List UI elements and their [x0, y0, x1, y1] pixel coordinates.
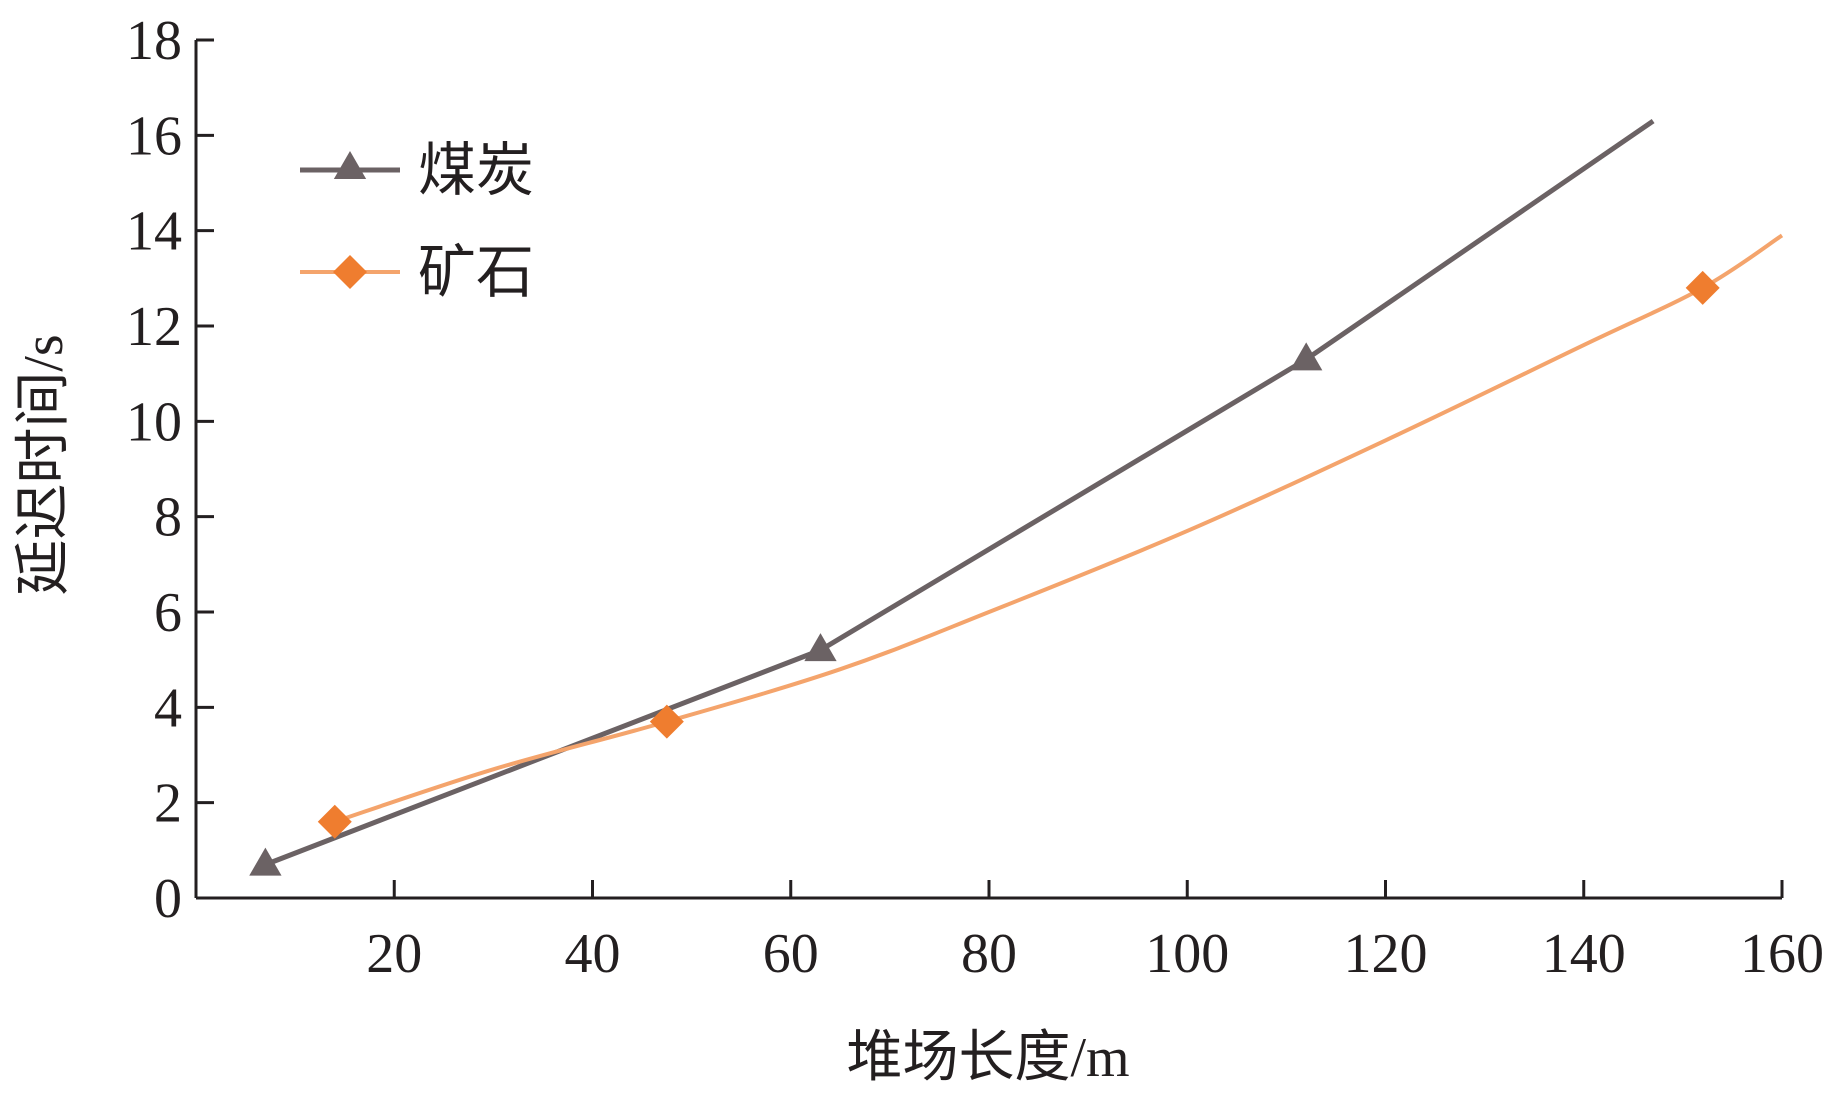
series-layer	[249, 118, 1784, 876]
y-tick-label: 8	[154, 487, 182, 549]
x-tick-label: 140	[1542, 923, 1626, 985]
x-tick-label: 40	[565, 923, 621, 985]
legend-item: 矿石	[300, 240, 534, 305]
legend-label: 矿石	[418, 240, 534, 305]
data-point	[317, 804, 352, 839]
legend-marker	[333, 255, 367, 289]
series-1	[249, 118, 1655, 876]
y-tick-label: 0	[154, 868, 182, 930]
x-tick-label: 160	[1740, 923, 1823, 985]
series-2	[317, 233, 1784, 839]
y-tick-label: 10	[126, 391, 182, 453]
series-line	[334, 233, 1784, 824]
data-point	[649, 704, 684, 739]
y-tick-label: 6	[154, 582, 182, 644]
legend-item: 煤炭	[300, 138, 534, 203]
data-point	[1290, 342, 1323, 371]
y-tick-label: 14	[126, 201, 182, 263]
y-axis-title: 延迟时间/s	[13, 334, 75, 595]
x-tick-label: 100	[1145, 923, 1229, 985]
legend-marker	[333, 151, 367, 180]
data-point	[804, 633, 837, 662]
x-ticks: 20 40 60 80 100 120 140 160	[366, 880, 1823, 985]
y-tick-label: 2	[154, 773, 182, 835]
x-tick-label: 20	[366, 923, 422, 985]
y-ticks: 0 2 4 6 8 10 12 14 16 18	[126, 10, 214, 930]
series-line	[264, 118, 1655, 867]
y-tick-label: 12	[126, 296, 182, 358]
y-tick-label: 4	[154, 677, 182, 739]
data-point	[249, 847, 282, 876]
data-point	[1685, 270, 1720, 305]
legend-label: 煤炭	[418, 138, 534, 203]
x-tick-label: 120	[1344, 923, 1428, 985]
y-tick-label: 18	[126, 10, 182, 72]
y-tick-label: 16	[126, 105, 182, 167]
x-tick-label: 60	[763, 923, 819, 985]
x-tick-label: 80	[961, 923, 1017, 985]
x-axis-title: 堆场长度/m	[846, 1027, 1129, 1089]
